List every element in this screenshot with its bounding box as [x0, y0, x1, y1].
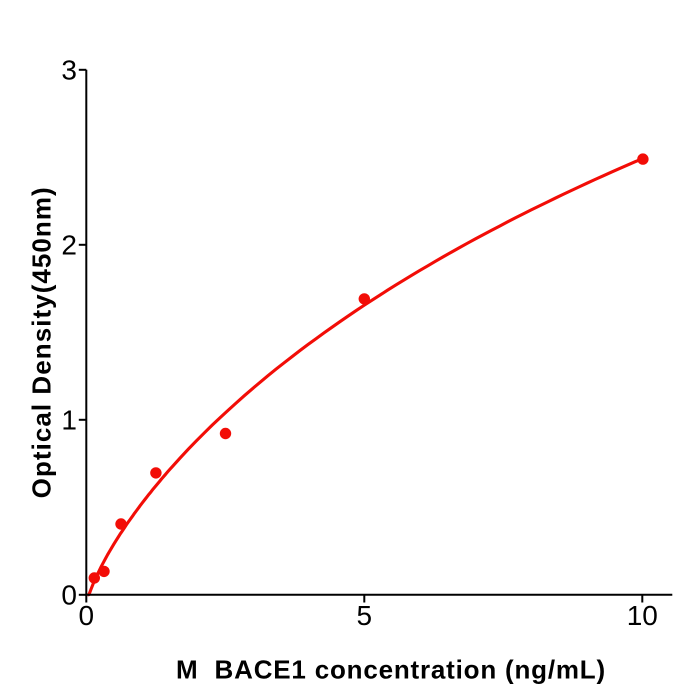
- svg-text:5: 5: [357, 600, 373, 631]
- svg-text:Optical Density(450nm): Optical Density(450nm): [27, 186, 57, 498]
- svg-text:1: 1: [61, 404, 77, 435]
- svg-text:2: 2: [61, 229, 77, 260]
- svg-text:10: 10: [627, 600, 658, 631]
- svg-text:3: 3: [61, 54, 77, 85]
- svg-text:M BACE1 concentration (ng/mL): M BACE1 concentration (ng/mL): [176, 654, 606, 684]
- svg-text:0: 0: [61, 579, 77, 610]
- svg-text:0: 0: [79, 600, 95, 631]
